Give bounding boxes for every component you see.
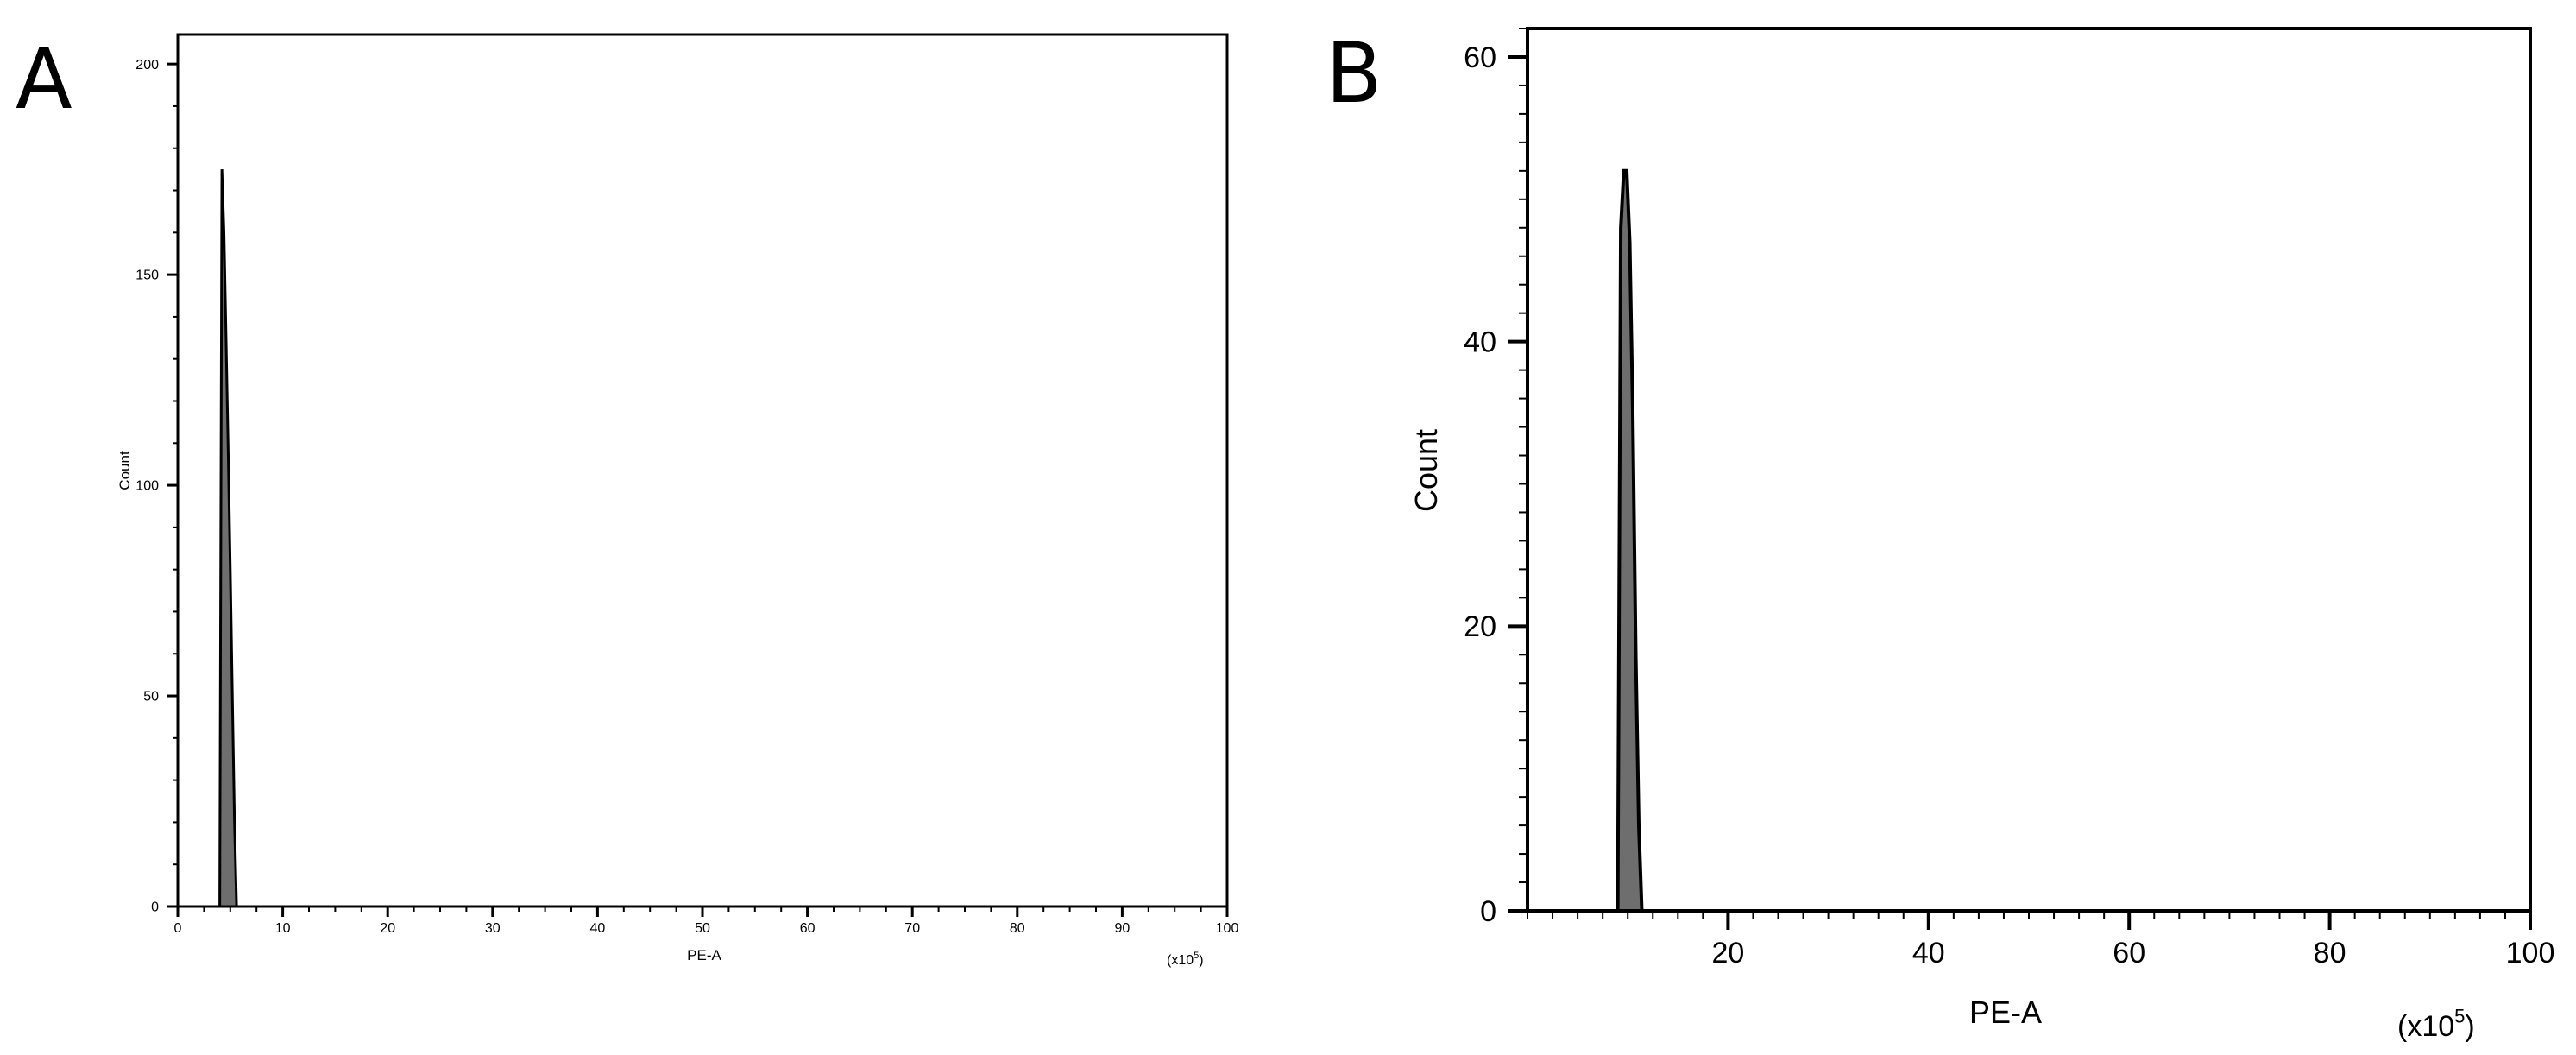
x-tick-label: 80 — [2314, 937, 2346, 970]
x-axis-unit: (x105) — [1167, 951, 1204, 968]
y-tick-label: 0 — [151, 900, 159, 915]
histogram-panel-b: 20 40 60 80 100 0 20 40 60 PE-A Count (x105) — [1408, 27, 2555, 1043]
y-tick-label: 100 — [135, 479, 159, 494]
x-tick-label: 20 — [1711, 937, 1744, 970]
x-axis-label: PE-A — [687, 947, 721, 963]
x-tick-label: 60 — [800, 921, 816, 936]
plot-frame — [1526, 27, 2532, 913]
y-tick-label: 40 — [1464, 326, 1496, 359]
y-tick-label: 0 — [1480, 895, 1496, 928]
y-tick-label: 60 — [1464, 41, 1496, 74]
x-axis-label: PE-A — [1969, 995, 2042, 1030]
x-tick-label: 100 — [2506, 937, 2555, 970]
x-tick-label: 40 — [1912, 937, 1945, 970]
y-axis-label: Count — [117, 451, 133, 490]
y-tick-label: 150 — [135, 268, 159, 283]
x-tick-label: 10 — [275, 921, 291, 936]
panel-label-a: A — [16, 31, 72, 128]
y-tick-label: 20 — [1464, 610, 1496, 643]
x-tick-label: 50 — [695, 921, 710, 936]
x-tick-label: 80 — [1010, 921, 1025, 936]
y-axis-label: Count — [1408, 429, 1444, 512]
y-tick-label: 200 — [135, 58, 159, 73]
panel-label-b: B — [1326, 25, 1382, 122]
x-axis-unit: (x105) — [2397, 1006, 2475, 1043]
plot-frame — [176, 33, 1229, 908]
x-tick-label: 70 — [904, 921, 920, 936]
x-tick-label: 100 — [1216, 921, 1239, 936]
x-tick-label: 60 — [2113, 937, 2145, 970]
x-tick-label: 90 — [1115, 921, 1131, 936]
histogram-panel-a: 0 10 20 30 40 50 60 70 80 90 100 0 50 100 150 200 PE-A Co… — [117, 33, 1239, 968]
x-tick-label: 30 — [485, 921, 501, 936]
x-tick-label: 40 — [590, 921, 606, 936]
y-tick-label: 50 — [143, 690, 159, 704]
x-tick-label: 0 — [174, 921, 182, 936]
x-tick-label: 20 — [380, 921, 395, 936]
histogram-line — [218, 169, 238, 907]
